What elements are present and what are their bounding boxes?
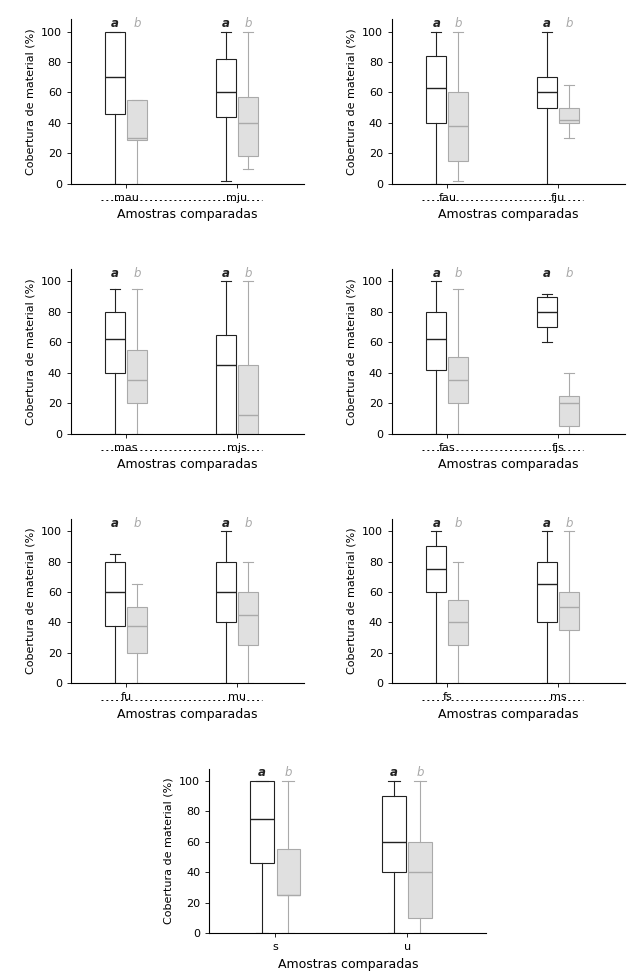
PathPatch shape: [216, 59, 236, 117]
Text: a: a: [432, 517, 440, 530]
Text: a: a: [543, 517, 551, 530]
X-axis label: Amostras comparadas: Amostras comparadas: [117, 708, 258, 721]
PathPatch shape: [426, 312, 446, 369]
PathPatch shape: [559, 108, 579, 122]
Text: b: b: [285, 767, 292, 780]
PathPatch shape: [426, 56, 446, 122]
PathPatch shape: [408, 842, 432, 918]
Y-axis label: Cobertura de material (%): Cobertura de material (%): [346, 28, 356, 175]
Text: b: b: [133, 17, 141, 30]
Text: b: b: [133, 267, 141, 280]
Text: a: a: [390, 767, 398, 780]
Y-axis label: Cobertura de material (%): Cobertura de material (%): [25, 528, 35, 675]
PathPatch shape: [238, 592, 258, 645]
Text: b: b: [455, 517, 462, 530]
PathPatch shape: [238, 365, 258, 434]
Text: b: b: [244, 267, 252, 280]
Text: b: b: [133, 517, 141, 530]
PathPatch shape: [216, 334, 236, 434]
Text: b: b: [565, 517, 573, 530]
Text: b: b: [455, 17, 462, 30]
PathPatch shape: [559, 396, 579, 426]
X-axis label: Amostras comparadas: Amostras comparadas: [438, 708, 578, 721]
X-axis label: Amostras comparadas: Amostras comparadas: [278, 957, 418, 971]
Text: b: b: [417, 767, 424, 780]
Text: a: a: [258, 767, 266, 780]
Text: a: a: [222, 517, 230, 530]
Text: b: b: [455, 267, 462, 280]
Y-axis label: Cobertura de material (%): Cobertura de material (%): [164, 778, 174, 924]
Text: b: b: [244, 517, 252, 530]
Text: a: a: [432, 17, 440, 30]
X-axis label: Amostras comparadas: Amostras comparadas: [117, 208, 258, 222]
X-axis label: Amostras comparadas: Amostras comparadas: [438, 458, 578, 471]
Y-axis label: Cobertura de material (%): Cobertura de material (%): [346, 278, 356, 425]
PathPatch shape: [276, 850, 300, 895]
Text: b: b: [565, 267, 573, 280]
PathPatch shape: [448, 358, 468, 403]
PathPatch shape: [238, 97, 258, 156]
PathPatch shape: [128, 100, 147, 140]
Text: b: b: [244, 17, 252, 30]
PathPatch shape: [448, 92, 468, 161]
PathPatch shape: [537, 562, 557, 622]
PathPatch shape: [105, 312, 125, 372]
Text: a: a: [111, 267, 119, 280]
Text: a: a: [222, 17, 230, 30]
PathPatch shape: [128, 608, 147, 653]
PathPatch shape: [250, 781, 274, 863]
Y-axis label: Cobertura de material (%): Cobertura de material (%): [25, 278, 35, 425]
Y-axis label: Cobertura de material (%): Cobertura de material (%): [346, 528, 356, 675]
PathPatch shape: [537, 77, 557, 108]
Text: a: a: [543, 17, 551, 30]
PathPatch shape: [382, 796, 406, 872]
PathPatch shape: [216, 562, 236, 622]
PathPatch shape: [559, 592, 579, 630]
Text: b: b: [565, 17, 573, 30]
PathPatch shape: [105, 562, 125, 626]
PathPatch shape: [448, 600, 468, 645]
PathPatch shape: [426, 546, 446, 592]
Text: a: a: [111, 517, 119, 530]
Text: a: a: [222, 267, 230, 280]
Y-axis label: Cobertura de material (%): Cobertura de material (%): [25, 28, 35, 175]
Text: a: a: [432, 267, 440, 280]
X-axis label: Amostras comparadas: Amostras comparadas: [117, 458, 258, 471]
PathPatch shape: [537, 296, 557, 327]
PathPatch shape: [105, 32, 125, 114]
Text: a: a: [111, 17, 119, 30]
X-axis label: Amostras comparadas: Amostras comparadas: [438, 208, 578, 222]
Text: a: a: [543, 267, 551, 280]
PathPatch shape: [128, 350, 147, 403]
